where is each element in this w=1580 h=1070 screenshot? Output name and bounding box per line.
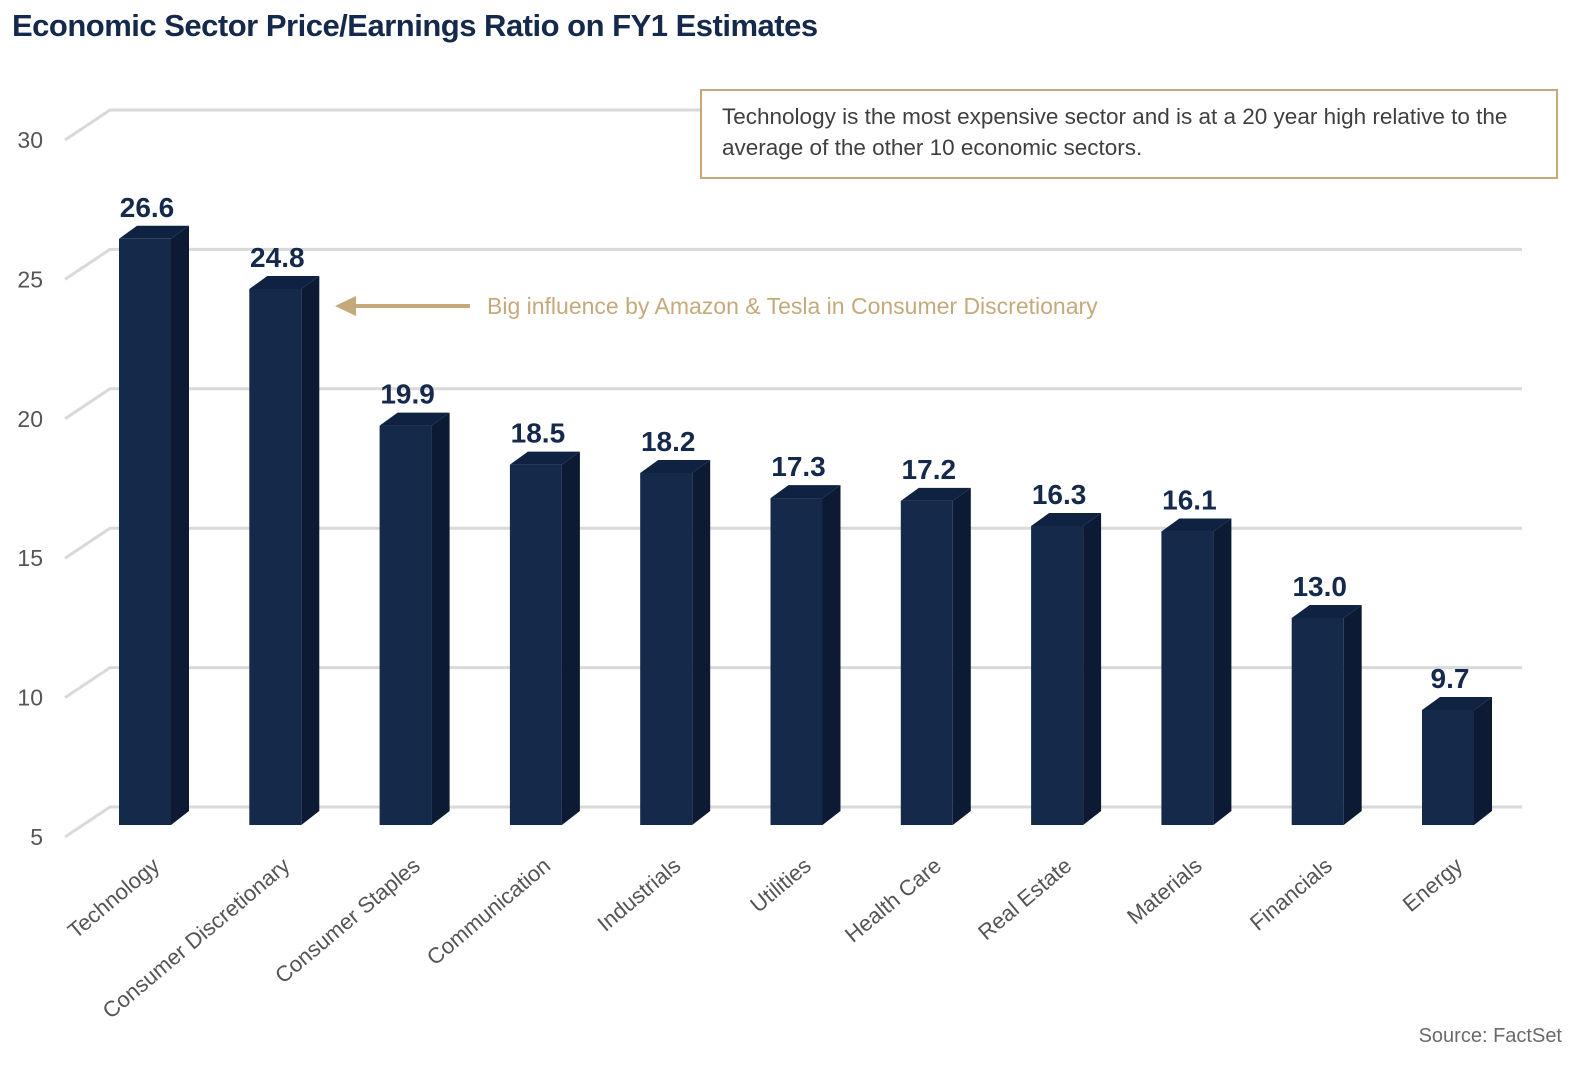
annotation-arrow-head xyxy=(335,296,356,316)
y-tick-label: 15 xyxy=(17,545,43,571)
value-label: 17.3 xyxy=(771,451,826,482)
bar-top xyxy=(249,275,320,289)
x-category-label: Materials xyxy=(1122,853,1206,930)
bar xyxy=(119,225,189,826)
gridline xyxy=(64,387,1522,421)
value-label: 19.9 xyxy=(380,379,435,410)
bar-side xyxy=(1213,518,1232,825)
bar-top xyxy=(1161,518,1232,532)
bar-front xyxy=(640,472,693,825)
bar-side xyxy=(822,485,841,825)
annotation-text: Big influence by Amazon & Tesla in Consu… xyxy=(487,293,1098,319)
bar xyxy=(640,459,711,825)
x-category-label: Real Estate xyxy=(973,853,1076,945)
value-label: 26.6 xyxy=(120,192,175,223)
y-tick-label: 5 xyxy=(30,824,43,850)
value-label: 24.8 xyxy=(250,242,305,273)
bar xyxy=(509,451,580,825)
bar xyxy=(900,487,971,825)
bar-front xyxy=(1422,709,1474,825)
gridline xyxy=(64,247,1522,281)
bar-front xyxy=(119,238,171,826)
bar xyxy=(379,412,450,825)
bar-front xyxy=(509,464,562,825)
bar-front xyxy=(249,288,302,825)
y-tick-label: 30 xyxy=(17,127,43,153)
bar-side xyxy=(1343,604,1362,825)
bar-side xyxy=(561,451,580,825)
bar-side xyxy=(1083,512,1102,825)
bar xyxy=(1031,512,1102,825)
bar xyxy=(1161,518,1232,825)
value-labels: 26.6 24.8 19.9 18.5 18.2 17.3 17.2 16.3 16.1 13.0… xyxy=(120,192,1470,694)
value-label: 18.2 xyxy=(641,426,696,457)
source-note: Source: FactSet xyxy=(1418,1025,1562,1047)
bar-top xyxy=(1031,512,1102,526)
bar-side xyxy=(431,412,450,825)
bar-side xyxy=(171,225,189,826)
bar xyxy=(1291,604,1362,825)
y-tick-label: 20 xyxy=(17,406,43,432)
bar-side xyxy=(1474,696,1492,825)
bar-front xyxy=(900,500,953,825)
bar-front xyxy=(770,498,823,825)
x-category-label: Health Care xyxy=(840,853,946,948)
y-tick-label: 10 xyxy=(17,685,43,711)
bar xyxy=(1422,696,1492,825)
bar-front xyxy=(379,425,432,825)
bar-front xyxy=(1161,531,1214,825)
value-label: 9.7 xyxy=(1431,663,1470,694)
x-category-label: Industrials xyxy=(593,853,686,937)
bar xyxy=(770,485,841,825)
bar-top xyxy=(1291,604,1362,618)
y-axis-ticks: 5 10 15 20 25 30 xyxy=(17,127,43,850)
bar-top xyxy=(119,225,189,239)
value-label: 16.1 xyxy=(1162,485,1217,516)
bar-side xyxy=(301,275,320,825)
bar-top xyxy=(640,459,711,473)
value-label: 16.3 xyxy=(1032,479,1087,510)
bar-side xyxy=(952,487,971,825)
bar-top xyxy=(509,451,580,465)
x-category-label: Communication xyxy=(422,853,555,970)
x-category-label: Utilities xyxy=(745,853,815,918)
value-label: 18.5 xyxy=(511,418,566,449)
bar-top xyxy=(770,485,841,499)
x-category-label: Financials xyxy=(1245,853,1337,936)
chart-title: Economic Sector Price/Earnings Ratio on … xyxy=(12,8,818,43)
bar-top xyxy=(900,487,971,501)
bars xyxy=(119,225,1492,826)
x-category-label: Technology xyxy=(63,853,164,944)
y-tick-label: 25 xyxy=(17,266,43,292)
bar-top xyxy=(1422,696,1492,710)
bar xyxy=(249,275,320,825)
annotation: Big influence by Amazon & Tesla in Consu… xyxy=(335,293,1098,319)
bar-front xyxy=(1291,617,1344,825)
bar-front xyxy=(1031,525,1084,825)
callout-box: Technology is the most expensive sector … xyxy=(700,89,1558,179)
value-label: 13.0 xyxy=(1292,571,1347,602)
value-label: 17.2 xyxy=(902,454,957,485)
x-category-label: Consumer Staples xyxy=(270,853,425,988)
bar-top xyxy=(379,412,450,426)
bar-side xyxy=(692,459,711,825)
x-category-label: Energy xyxy=(1398,853,1467,917)
